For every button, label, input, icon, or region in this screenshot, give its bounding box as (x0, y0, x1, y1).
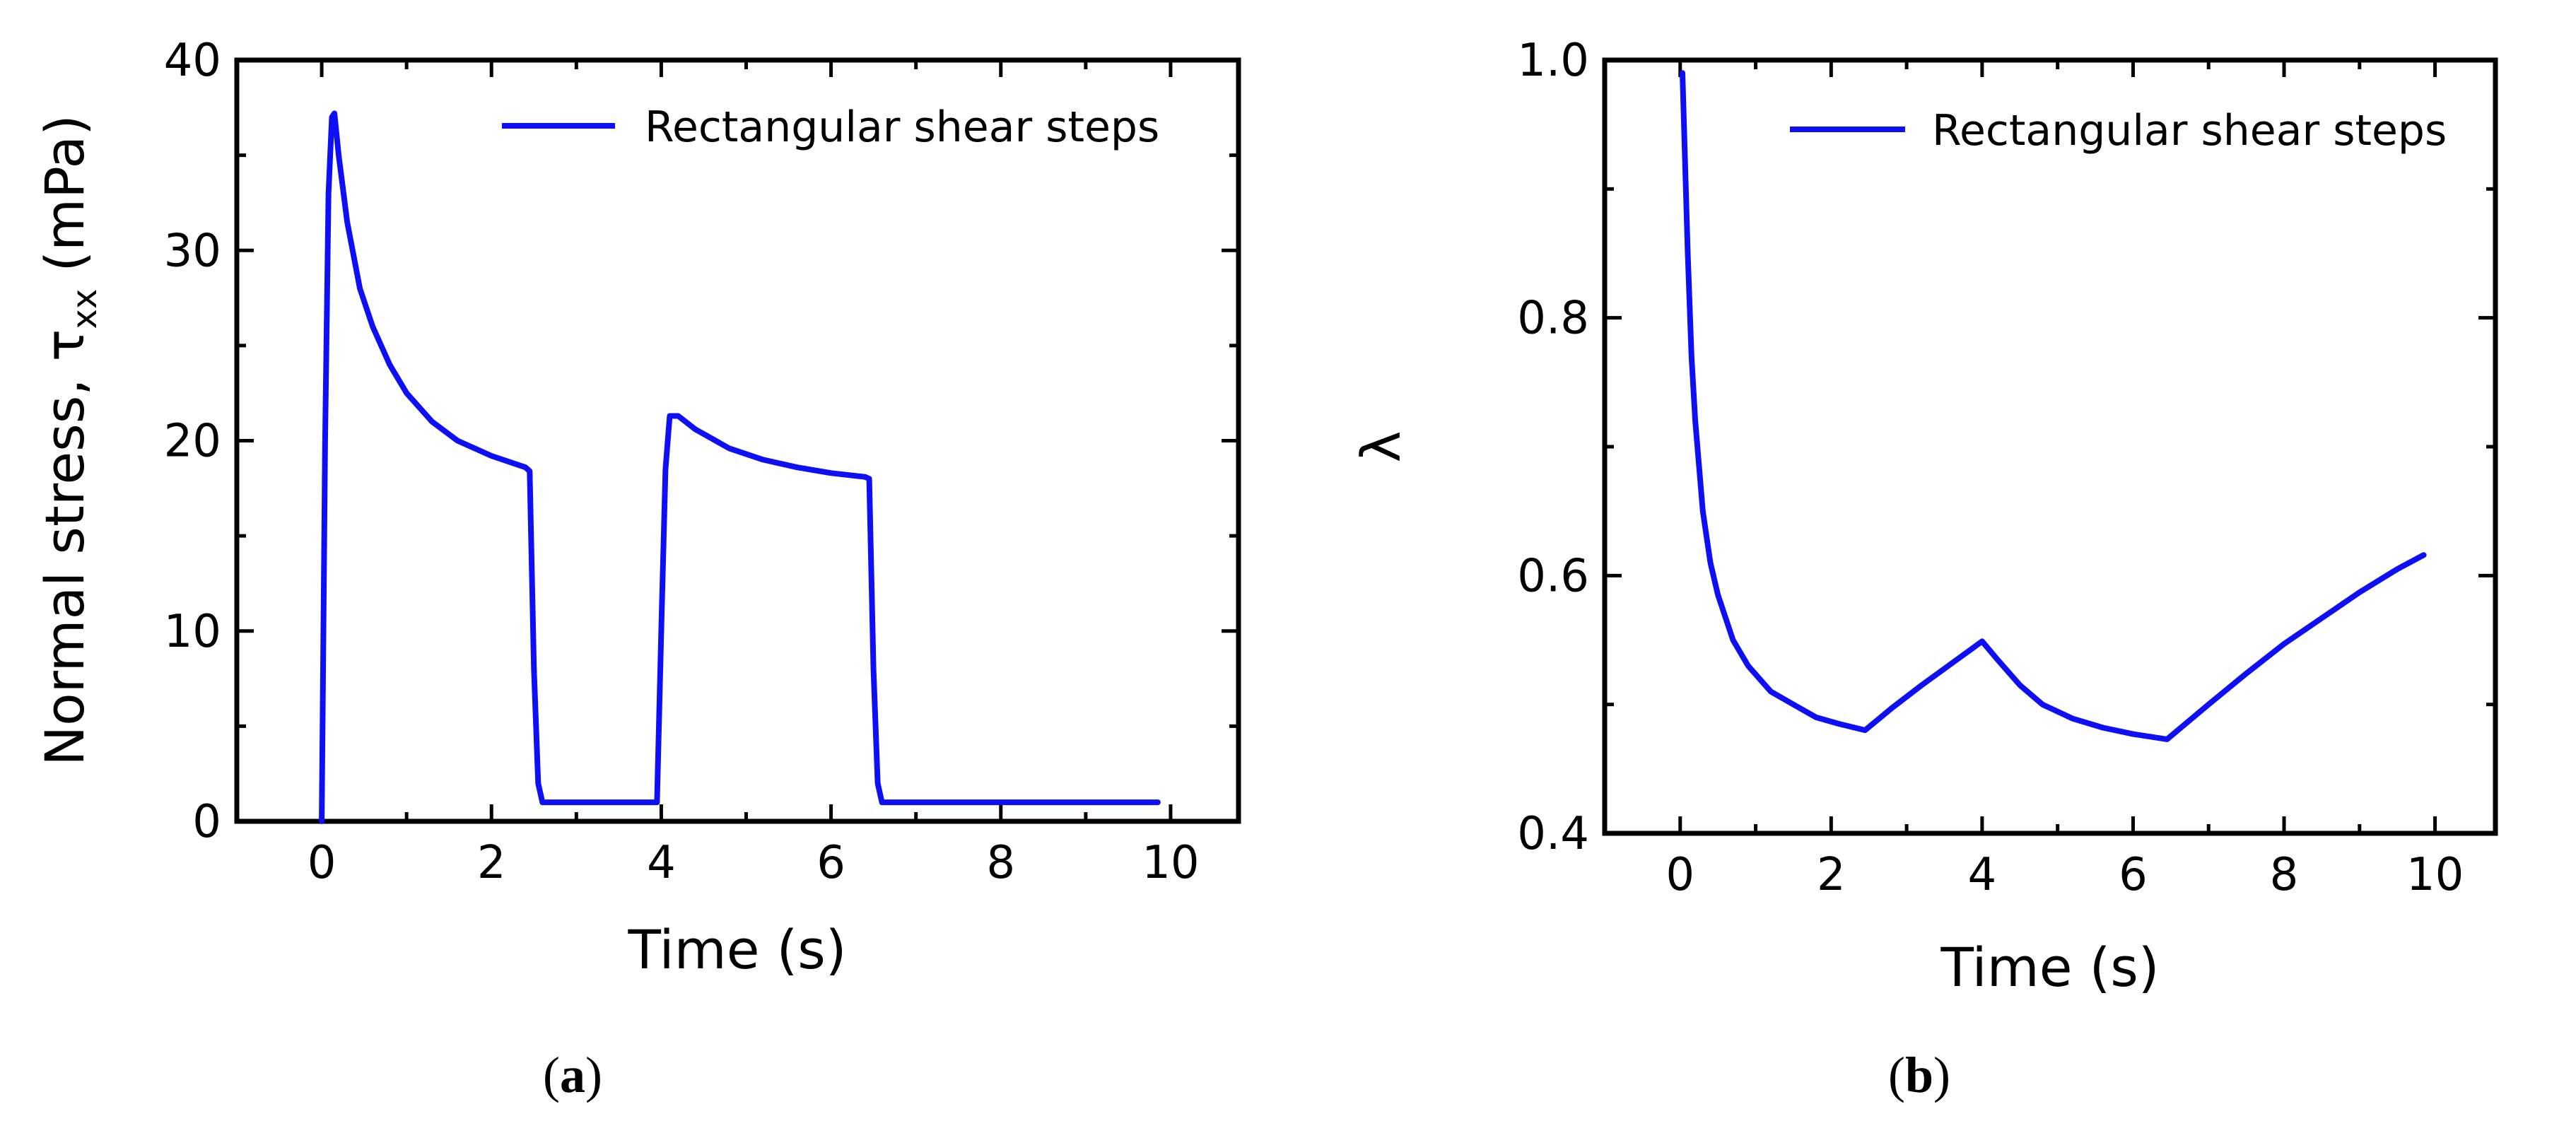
y-tick-label-b: 0.6 (1517, 550, 1589, 602)
x-tick-label-b: 10 (2406, 849, 2464, 901)
x-tick-label-a: 8 (986, 837, 1015, 889)
legend-b: Rectangular shear steps (1790, 106, 2447, 155)
ticks-b (1603, 58, 2495, 835)
y-tick-label-a: 20 (164, 416, 221, 468)
x-tick-label-a: 10 (1142, 837, 1199, 889)
series-line-b (1680, 70, 2427, 742)
x-tick-label-a: 6 (816, 837, 845, 889)
panel-label-a-letter: a (560, 1047, 585, 1103)
x-tick-label-b: 6 (2119, 849, 2148, 901)
legend-label-b: Rectangular shear steps (1932, 106, 2447, 155)
x-tick-label-a: 4 (647, 837, 676, 889)
panel-label-a-close: ) (585, 1047, 602, 1103)
panel-label-b-open: ( (1888, 1047, 1905, 1103)
y-tick-label-b: 1.0 (1517, 35, 1589, 87)
panel-label-b-letter: b (1905, 1047, 1933, 1103)
chart-panel-b: 0 2 4 6 8 10 0.4 0.6 0.8 1.0 Rectangular shear st… (1350, 35, 2498, 1103)
chart-panel-a: 0 2 4 6 8 10 0 10 20 30 40 Rectangular shear steps… (33, 35, 1241, 1103)
legend-a: Rectangular shear steps (502, 102, 1159, 152)
x-tick-label-b: 8 (2270, 849, 2299, 901)
x-axis-title-b: Time (s) (1940, 936, 2159, 999)
plot-frame-a (234, 57, 1241, 824)
y-tick-label-a: 0 (192, 796, 221, 848)
y-axis-title-b: λ (1350, 431, 1412, 463)
x-tick-label-b: 4 (1968, 849, 1997, 901)
x-tick-label-b: 2 (1817, 849, 1846, 901)
y-tick-label-a: 30 (164, 225, 221, 277)
series-line-a (319, 110, 1161, 824)
panel-label-b: (b) (1888, 1047, 1950, 1103)
y-tick-label-b: 0.4 (1517, 808, 1589, 860)
panel-label-a-open: ( (543, 1047, 560, 1103)
x-tick-label-a: 2 (477, 837, 506, 889)
x-tick-label-b: 0 (1665, 849, 1694, 901)
y-axis-title-a-main: Normal stress, τ (33, 329, 96, 766)
x-axis-title-a: Time (s) (627, 918, 846, 981)
tick-labels-a: 0 2 4 6 8 10 0 10 20 30 40 (164, 35, 1200, 889)
y-tick-label-b: 0.8 (1517, 293, 1589, 345)
tick-labels-b: 0 2 4 6 8 10 0.4 0.6 0.8 1.0 (1517, 35, 2464, 901)
ticks-a (235, 58, 1239, 823)
y-tick-label-a: 40 (164, 35, 221, 87)
x-tick-label-a: 0 (308, 837, 336, 889)
panel-label-b-close: ) (1933, 1047, 1950, 1103)
plot-frame-b (1602, 57, 2498, 836)
y-axis-title-a-unit: (mPa) (33, 115, 96, 288)
y-tick-label-a: 10 (164, 606, 221, 658)
panel-label-a: (a) (543, 1047, 602, 1103)
legend-label-a: Rectangular shear steps (645, 102, 1159, 152)
y-axis-title-a: Normal stress, τxx (mPa) (33, 115, 105, 765)
y-axis-title-a-sub: xx (65, 289, 105, 329)
